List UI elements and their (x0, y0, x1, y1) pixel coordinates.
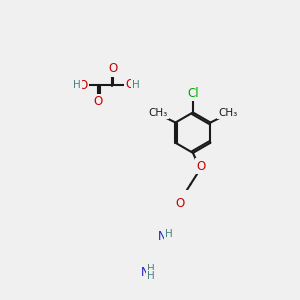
Text: O: O (94, 95, 103, 108)
Text: CH₃: CH₃ (149, 108, 168, 118)
Text: O: O (109, 62, 118, 75)
Text: O: O (175, 197, 184, 210)
Text: O: O (196, 160, 206, 172)
Text: N: N (141, 266, 149, 279)
Text: H: H (132, 80, 140, 90)
Text: H: H (147, 264, 155, 274)
Text: H: H (73, 80, 81, 90)
Text: H: H (165, 229, 173, 239)
Text: N: N (158, 230, 167, 243)
Text: H: H (147, 271, 155, 281)
Text: O: O (78, 79, 88, 92)
Text: CH₃: CH₃ (218, 108, 237, 118)
Text: Cl: Cl (187, 87, 199, 100)
Text: O: O (125, 78, 134, 91)
